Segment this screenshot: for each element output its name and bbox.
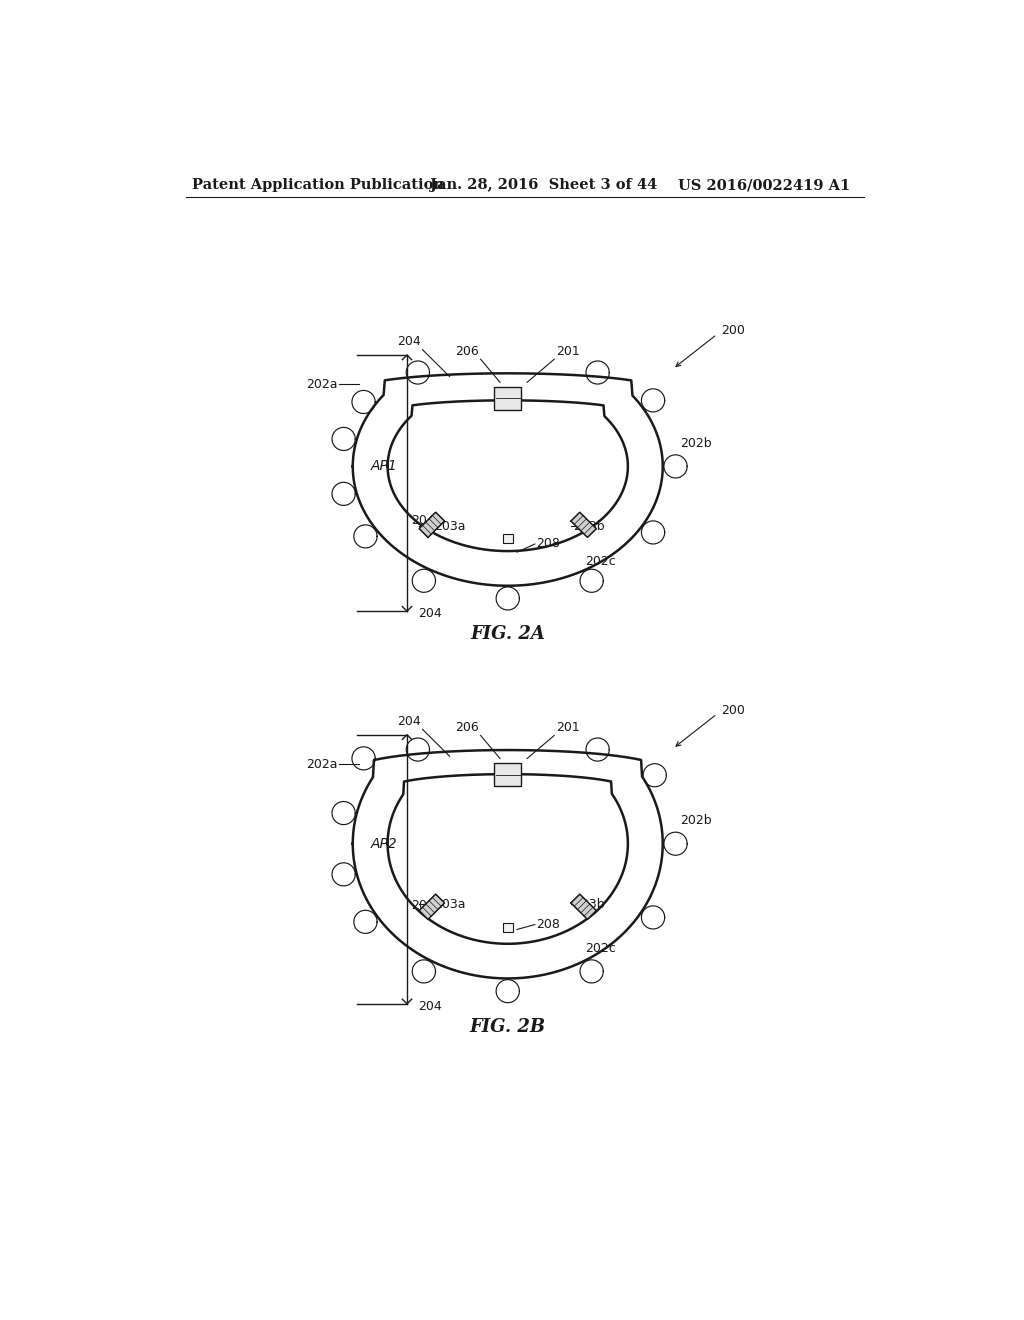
Text: 202a: 202a: [306, 378, 337, 391]
Polygon shape: [419, 512, 444, 537]
Bar: [495, 387, 521, 411]
Text: 203a: 203a: [434, 898, 466, 911]
Text: 204: 204: [397, 715, 421, 727]
Text: 206: 206: [456, 721, 479, 734]
Text: 208: 208: [537, 537, 560, 550]
Text: Jan. 28, 2016  Sheet 3 of 44: Jan. 28, 2016 Sheet 3 of 44: [430, 178, 657, 193]
Text: 202c: 202c: [586, 556, 616, 569]
Text: FIG. 2A: FIG. 2A: [470, 626, 545, 643]
Text: 200: 200: [721, 323, 744, 337]
Text: 206: 206: [456, 345, 479, 358]
Text: AP1: AP1: [371, 459, 397, 474]
Text: FIG. 2B: FIG. 2B: [470, 1018, 546, 1036]
Text: 204: 204: [397, 335, 421, 348]
Text: 204: 204: [411, 899, 434, 912]
Text: 202a: 202a: [306, 758, 337, 771]
Text: 202b: 202b: [680, 814, 712, 828]
Polygon shape: [419, 894, 444, 919]
Polygon shape: [571, 894, 596, 919]
Text: 204: 204: [419, 1001, 442, 1012]
Text: 203b: 203b: [572, 898, 604, 911]
Text: 202b: 202b: [680, 437, 712, 450]
Text: Patent Application Publication: Patent Application Publication: [191, 178, 443, 193]
Text: 201: 201: [556, 721, 580, 734]
Bar: [495, 763, 521, 787]
Text: 200: 200: [721, 704, 744, 717]
Text: 204: 204: [411, 513, 434, 527]
Text: 208: 208: [537, 917, 560, 931]
Text: US 2016/0022419 A1: US 2016/0022419 A1: [678, 178, 851, 193]
Text: 204: 204: [419, 607, 442, 620]
Text: AP2: AP2: [371, 837, 397, 850]
Polygon shape: [571, 512, 596, 537]
Text: 203a: 203a: [434, 520, 466, 532]
Text: 201: 201: [556, 345, 580, 358]
Text: 202c: 202c: [586, 942, 616, 956]
Bar: [503, 923, 513, 932]
Bar: [503, 535, 513, 543]
Text: 203b: 203b: [572, 520, 604, 532]
